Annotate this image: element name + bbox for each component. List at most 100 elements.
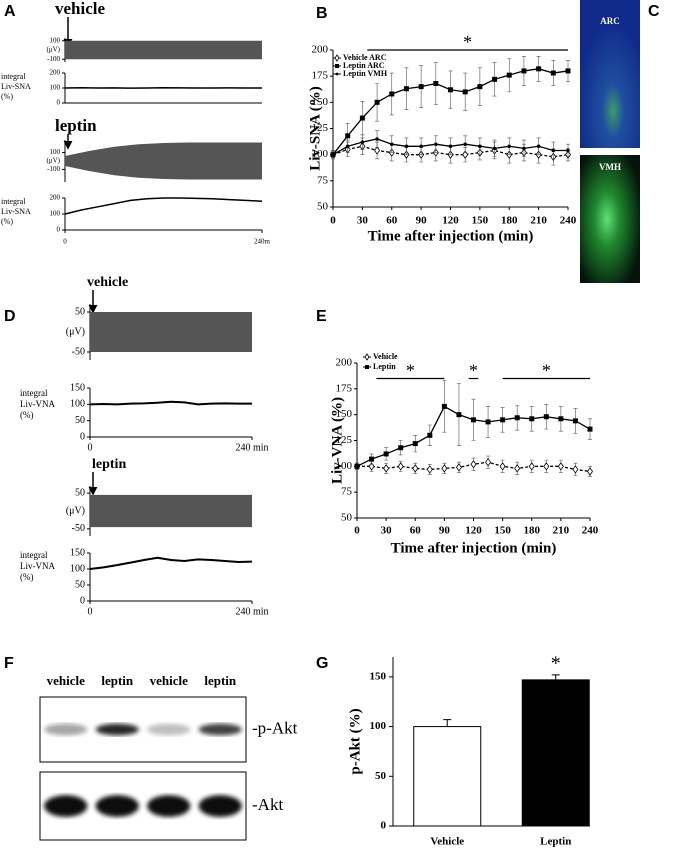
blot-band — [147, 723, 191, 736]
y-axis-label: integral — [20, 550, 48, 560]
marker — [506, 72, 512, 78]
marker — [359, 115, 365, 121]
x-tick-label: Leptin — [540, 836, 571, 848]
marker — [360, 140, 365, 144]
marker — [536, 66, 542, 72]
significance-star: * — [542, 361, 551, 381]
marker — [368, 462, 375, 471]
marker — [462, 150, 469, 159]
micrograph-arc — [580, 0, 640, 148]
trace-label: leptin — [55, 116, 97, 135]
y-tick-label: 75 — [341, 486, 353, 498]
marker — [572, 465, 579, 474]
marker — [448, 87, 453, 93]
x-axis-label: Time after injection (min) — [391, 540, 557, 556]
y-tick-label: 50 — [341, 512, 353, 524]
y-tick-label: 150 — [370, 670, 387, 682]
x-tick-label: 90 — [439, 525, 451, 537]
x-tick-label: 0 — [354, 525, 360, 537]
blot-band — [147, 795, 191, 817]
series-line — [89, 556, 253, 570]
y-axis-label: Liv-SNA — [1, 207, 31, 216]
y-tick-label: 0 — [57, 226, 61, 234]
marker — [507, 144, 511, 149]
marker — [455, 463, 462, 472]
lane-label: leptin — [204, 673, 237, 688]
trace-label: vehicle — [55, 0, 105, 18]
legend-label: Vehicle — [373, 352, 398, 361]
marker — [492, 76, 498, 82]
y-tick-label: 50 — [75, 487, 85, 498]
marker — [485, 419, 491, 425]
y-tick-label: 150 — [336, 408, 353, 420]
marker — [335, 64, 339, 68]
marker — [529, 416, 535, 422]
x-tick-label: 240 min — [235, 442, 268, 453]
marker — [433, 80, 439, 86]
signal-band — [90, 312, 252, 332]
marker — [374, 146, 381, 155]
x-tick-label: 0 — [88, 606, 93, 617]
marker — [492, 146, 497, 151]
y-axis-label: Liv-VNA — [20, 399, 55, 409]
marker — [470, 460, 477, 469]
marker — [374, 99, 380, 105]
y-tick-label: 100 — [336, 460, 353, 472]
y-tick-label: 150 — [70, 547, 85, 558]
x-tick-label: 210 — [553, 525, 570, 537]
error-bar — [551, 674, 560, 680]
marker — [441, 464, 448, 473]
signal-band — [65, 50, 262, 60]
x-tick-label: 0 — [63, 238, 67, 246]
marker — [345, 144, 350, 149]
y-tick-label: 100 — [50, 210, 61, 218]
x-tick-label: 240m — [254, 238, 271, 246]
panel-label: C — [648, 3, 660, 20]
marker — [462, 89, 468, 95]
image-caption: ARC — [600, 16, 620, 26]
series-line — [89, 400, 252, 406]
y-tick-label: -50 — [72, 346, 85, 357]
x-tick-label: 150 — [472, 215, 489, 227]
marker — [485, 458, 492, 467]
series-line — [332, 145, 569, 158]
lane-label: vehicle — [150, 673, 188, 688]
micrograph-vmh — [580, 155, 640, 283]
marker — [463, 142, 467, 146]
y-axis-label: Liv-VNA — [20, 561, 55, 571]
panel-label: G — [316, 655, 328, 672]
marker — [335, 72, 339, 76]
significance-star: * — [469, 361, 478, 381]
legend-label: Vehicle ARC — [343, 53, 387, 62]
y-axis-label: integral — [20, 388, 48, 398]
y-tick-label: 100 — [70, 399, 85, 410]
y-tick-label: 175 — [336, 382, 353, 394]
y-tick-label: 0 — [80, 595, 85, 606]
y-axis-label: p-Akt (%) — [347, 708, 363, 774]
y-tick-label: 75 — [317, 174, 329, 186]
marker — [334, 54, 340, 62]
significance-star: * — [551, 652, 561, 674]
blot-row-label: -Akt — [252, 795, 283, 814]
y-tick-label: 125 — [312, 122, 329, 134]
marker — [566, 148, 570, 153]
marker — [365, 365, 369, 369]
y-axis-label: (μV) — [47, 157, 61, 165]
marker — [477, 84, 483, 90]
y-tick-label: 50 — [75, 415, 85, 426]
blot-band — [44, 795, 88, 817]
x-tick-label: 180 — [524, 525, 541, 537]
x-tick-label: 180 — [501, 215, 518, 227]
y-tick-label: 50 — [75, 579, 85, 590]
y-tick-label: 200 — [50, 194, 61, 202]
y-tick-label: 200 — [336, 357, 353, 369]
marker — [456, 412, 462, 418]
marker — [434, 142, 438, 146]
y-tick-label: 50 — [75, 306, 85, 317]
blot-band — [44, 723, 88, 736]
marker — [478, 144, 482, 149]
y-tick-label: 50 — [317, 201, 329, 213]
significance-star: * — [406, 361, 415, 381]
x-tick-label: 150 — [494, 525, 511, 537]
x-tick-label: Vehicle — [430, 836, 464, 848]
